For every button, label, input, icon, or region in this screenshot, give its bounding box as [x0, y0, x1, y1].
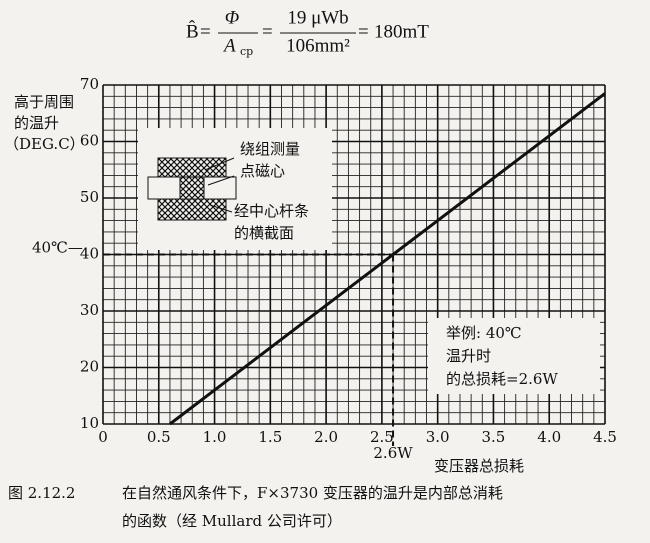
x-tick-label: 2.5: [370, 428, 394, 446]
x-tick-label: 1.0: [203, 428, 227, 446]
x-tick-label: 4.5: [593, 428, 617, 446]
reference-label: 2.6W: [373, 444, 413, 462]
reference-label: 40℃—: [32, 239, 83, 257]
formula-den: 106mm²: [286, 35, 350, 56]
inset-text: 的横截面: [234, 224, 294, 242]
formula-equals: =: [262, 21, 273, 42]
pointer: [209, 204, 233, 213]
overlay: [138, 128, 600, 394]
y-axis-label: 高于周围: [14, 93, 74, 111]
y-tick-label: 30: [80, 301, 99, 319]
caption-text: 在自然通风条件下，F×3730 变压器的温升是内部总消耗: [122, 484, 503, 502]
x-tick-label: 4.0: [537, 428, 561, 446]
inset-text: 点磁心: [240, 162, 285, 180]
x-tick-label: 3.0: [426, 428, 450, 446]
y-tick-label: 40: [80, 245, 99, 263]
annotation-box: [428, 318, 600, 394]
y-tick-label: 20: [80, 358, 99, 376]
formula-equals: =: [358, 21, 369, 42]
y-tick-label: 70: [80, 75, 99, 93]
formula-lhs: B̂: [186, 21, 199, 43]
formula: B̂ = Φ A cp = 19 μWb 106mm² = 180mT: [186, 7, 429, 58]
formula-equals: =: [200, 21, 211, 42]
y-axis-label: （DEG.C）: [4, 135, 85, 153]
annotation-text: 举例: 40℃: [446, 324, 522, 342]
formula-sub: cp: [240, 45, 253, 58]
data-line: [169, 92, 606, 426]
annotation-text: 温升时: [446, 347, 491, 365]
inset-text: 经中心杆条: [234, 202, 309, 220]
x-tick-label: 0: [98, 428, 108, 446]
formula-den: A: [222, 35, 236, 56]
plot: [103, 92, 606, 446]
x-tick-label: 1.5: [258, 428, 282, 446]
y-tick-label: 10: [80, 414, 99, 432]
annotation-text: 的总损耗=2.6W: [446, 370, 558, 388]
pointer: [207, 175, 235, 186]
x-tick-label: 0.5: [147, 428, 171, 446]
formula-result: 180mT: [374, 21, 429, 42]
y-axis-label: 的温升: [14, 114, 59, 132]
center-leg: [179, 176, 205, 200]
inset-text: 绕组测量: [240, 140, 300, 158]
y-tick-label: 50: [80, 188, 99, 206]
y-tick-label: 60: [80, 132, 99, 150]
x-tick-label: 3.5: [482, 428, 506, 446]
formula-num: Φ: [225, 7, 239, 28]
formula-num: 19 μWb: [287, 7, 348, 28]
x-tick-label: 2.0: [314, 428, 338, 446]
pointer: [204, 157, 235, 171]
x-axis-label: 变压器总损耗: [434, 457, 524, 475]
caption-text: 的函数（经 Mullard 公司许可）: [122, 512, 342, 530]
caption-number: 图 2.12.2: [8, 484, 75, 502]
